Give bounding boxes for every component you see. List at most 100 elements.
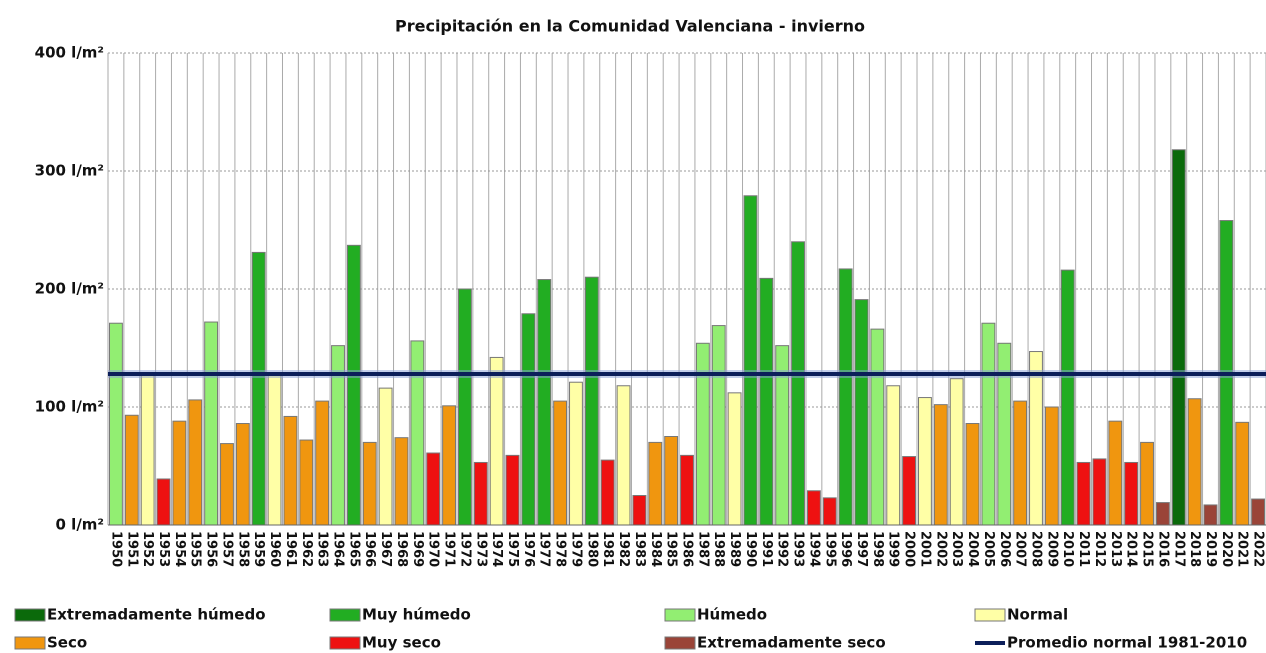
bar — [854, 299, 869, 526]
x-tick-label: 2002 — [933, 531, 948, 567]
x-tick-label: 1983 — [632, 531, 647, 567]
bar — [1171, 149, 1186, 526]
bar — [362, 441, 377, 526]
legend-label: Extremadamente húmedo — [47, 606, 266, 624]
x-tick-label: 1995 — [822, 531, 837, 567]
bar — [553, 400, 568, 526]
x-tick-label: 1980 — [584, 531, 599, 567]
x-tick-label: 1989 — [727, 531, 742, 567]
bar — [981, 322, 996, 526]
bar — [109, 322, 123, 526]
x-tick-label: 1992 — [775, 531, 790, 567]
bar — [584, 276, 599, 526]
x-tick-label: 2014 — [1124, 531, 1139, 567]
bar — [378, 387, 393, 526]
x-tick-label: 1957 — [219, 531, 234, 567]
legend-swatch — [329, 608, 361, 622]
x-tick-label: 2015 — [1140, 531, 1155, 567]
x-tick-label: 1987 — [695, 531, 710, 567]
x-tick-label: 2005 — [981, 531, 996, 567]
x-tick-label: 1997 — [854, 531, 869, 567]
x-tick-label: 1950 — [108, 531, 123, 567]
y-tick-label: 400 l/m² — [35, 44, 104, 62]
bar — [1092, 458, 1107, 526]
x-tick-label: 1994 — [806, 531, 821, 567]
bar — [426, 452, 441, 526]
bar — [902, 456, 917, 526]
x-tick-label: 1973 — [473, 531, 488, 567]
x-tick-label: 1968 — [394, 531, 409, 567]
bar — [600, 459, 615, 526]
legend-label: Extremadamente seco — [697, 634, 886, 652]
bar — [664, 436, 679, 526]
x-tick-label: 2001 — [917, 531, 932, 567]
x-tick-label: 1984 — [648, 531, 663, 567]
bar — [394, 437, 409, 526]
x-tick-label: 1981 — [600, 531, 615, 567]
bar — [743, 195, 758, 526]
bar — [806, 490, 821, 526]
x-tick-label: 1977 — [537, 531, 552, 567]
legend-label: Húmedo — [697, 606, 767, 624]
bar — [838, 268, 853, 526]
bar — [473, 461, 488, 526]
bar — [124, 414, 139, 526]
x-tick-label: 1961 — [283, 531, 298, 567]
x-tick-label: 1975 — [505, 531, 520, 567]
bar — [616, 385, 631, 526]
bar — [156, 478, 171, 526]
bar — [569, 381, 583, 526]
x-tick-label: 1967 — [378, 531, 393, 567]
x-tick-label: 1978 — [553, 531, 568, 567]
legend-label: Muy húmedo — [362, 606, 471, 624]
x-tick-label: 1966 — [362, 531, 377, 567]
bar — [267, 374, 282, 526]
bar — [489, 356, 504, 526]
bar — [188, 399, 203, 526]
x-tick-label: 1998 — [870, 531, 885, 567]
x-tick-label: 1964 — [331, 531, 346, 567]
bar — [791, 241, 805, 526]
legend-swatch — [664, 636, 696, 650]
bar — [410, 340, 425, 526]
legend-swatch — [14, 608, 46, 622]
bar — [1013, 400, 1028, 526]
x-tick-label: 2012 — [1092, 531, 1107, 567]
x-tick-label: 2000 — [902, 531, 917, 567]
bar — [251, 251, 266, 526]
bar — [346, 244, 361, 526]
x-tick-label: 1999 — [886, 531, 901, 567]
x-tick-label: 1986 — [680, 531, 695, 567]
bar — [1124, 461, 1139, 526]
x-tick-label: 1951 — [124, 531, 139, 567]
x-tick-label: 2006 — [997, 531, 1012, 567]
bar — [315, 400, 330, 526]
bar — [1203, 504, 1218, 526]
x-tick-label: 1962 — [299, 531, 314, 567]
bar — [235, 423, 250, 526]
bar — [1140, 441, 1154, 526]
legend-label: Seco — [47, 634, 87, 652]
y-tick-label: 100 l/m² — [35, 398, 104, 416]
bar — [204, 321, 219, 526]
x-tick-label: 1956 — [204, 531, 219, 567]
x-tick-label: 1954 — [172, 531, 187, 567]
x-tick-label: 1970 — [426, 531, 441, 567]
x-tick-label: 1996 — [838, 531, 853, 567]
chart-title: Precipitación en la Comunidad Valenciana… — [395, 17, 865, 36]
x-tick-label: 1988 — [711, 531, 726, 567]
x-tick-label: 1953 — [156, 531, 171, 567]
x-tick-label: 1991 — [759, 531, 774, 567]
bar — [1044, 406, 1059, 526]
x-tick-label: 1979 — [568, 531, 583, 567]
x-tick-label: 1976 — [521, 531, 536, 567]
bar — [918, 397, 932, 526]
x-tick-label: 2020 — [1219, 531, 1234, 567]
x-tick-label: 1985 — [664, 531, 679, 567]
bar — [1108, 420, 1123, 526]
x-tick-label: 1982 — [616, 531, 631, 567]
legend-label: Promedio normal 1981-2010 — [1007, 634, 1247, 652]
x-tick-label: 2011 — [1076, 531, 1091, 567]
x-tick-label: 1963 — [315, 531, 330, 567]
x-tick-label: 2003 — [949, 531, 964, 567]
